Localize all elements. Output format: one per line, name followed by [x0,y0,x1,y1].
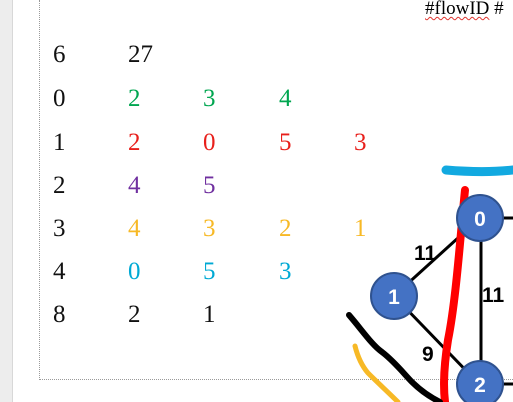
table-cell: 3 [203,215,216,242]
table-cell: 27 [128,41,153,68]
table-cell: 4 [279,85,292,112]
table-cell: 2 [128,129,141,156]
row-label: 4 [53,258,66,285]
row-label: 6 [53,41,66,68]
table-cell: 2 [128,85,141,112]
table-cell: 3 [279,258,292,285]
node-label: 1 [388,286,400,309]
annotation-stroke-yellow [352,343,401,402]
row-label: 1 [53,129,66,156]
row-label: 3 [53,215,66,242]
row-label: 8 [53,301,66,328]
edge-weight-label: 11 [414,242,437,265]
margin-guide-horizontal [39,379,513,380]
graph-node-0: 0 [456,194,504,242]
table-cell: 2 [128,301,141,328]
node-circle [456,194,504,242]
table-cell: 1 [203,301,216,328]
edge-weight-label: 11 [482,284,505,307]
header-tag-suffix: # [489,0,504,19]
graph-node-2: 2 [456,360,504,402]
table-cell: 5 [203,258,216,285]
table-cell: 4 [128,172,141,199]
table-cell: 4 [128,215,141,242]
edge-weight-label: 9 [422,343,434,366]
header-tag-prefix: #flowID [425,0,490,19]
table-cell: 3 [354,129,367,156]
node-circle [370,272,418,320]
table-cell: 5 [203,172,216,199]
table-cell: 3 [203,85,216,112]
table-cell: 1 [354,215,367,242]
node-label: 2 [474,374,486,397]
header-tag: #flowID # [425,0,504,20]
margin-guide-vertical [39,0,40,380]
table-cell: 0 [128,258,141,285]
annotation-stroke-black [346,312,443,402]
node-label: 0 [474,208,486,231]
table-cell: 0 [203,129,216,156]
left-margin-strip [0,0,13,402]
graph-node-1: 1 [370,272,418,320]
row-label: 2 [53,172,66,199]
table-cell: 2 [279,215,292,242]
annotation-stroke-cyan [441,165,513,176]
row-label: 0 [53,85,66,112]
node-circle [456,360,504,402]
table-cell: 5 [279,129,292,156]
